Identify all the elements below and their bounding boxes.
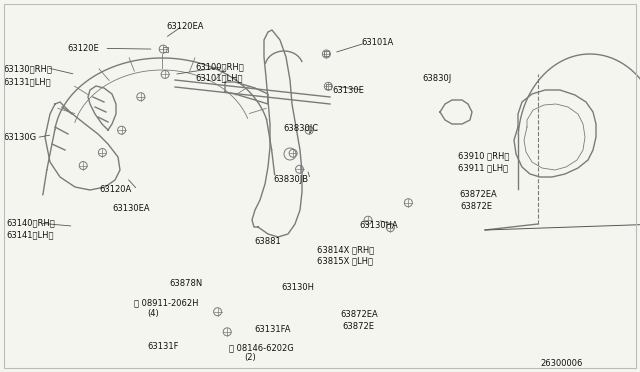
Text: 63872EA: 63872EA [340,310,378,319]
Text: 63830JB: 63830JB [273,175,308,184]
Text: 63878N: 63878N [170,279,203,288]
Text: 63872EA: 63872EA [460,190,497,199]
Text: 63814X 〈RH〉: 63814X 〈RH〉 [317,246,374,254]
Text: (4): (4) [147,309,159,318]
Text: 63101A: 63101A [362,38,394,47]
Text: 63130G: 63130G [3,133,36,142]
Text: 63130EA: 63130EA [112,204,150,213]
Text: 63131〈LH〉: 63131〈LH〉 [3,77,51,86]
Text: 63911 〈LH〉: 63911 〈LH〉 [458,164,508,173]
Text: (2): (2) [244,353,256,362]
Text: 63120E: 63120E [67,44,99,53]
Text: 63815X 〈LH〉: 63815X 〈LH〉 [317,257,372,266]
Bar [326,84,331,89]
Text: 63830J: 63830J [422,74,452,83]
Text: 63130〈RH〉: 63130〈RH〉 [3,64,52,73]
Text: 63830JC: 63830JC [283,124,318,133]
Text: 63131F: 63131F [147,342,179,351]
Text: 63130E: 63130E [333,86,365,94]
Text: 63100〈RH〉: 63100〈RH〉 [195,62,244,71]
Text: 63872E: 63872E [342,322,374,331]
Text: 63120EA: 63120EA [166,22,204,31]
Text: 63131FA: 63131FA [255,325,291,334]
Text: Ⓝ 08911-2062H: Ⓝ 08911-2062H [134,299,199,308]
Text: 63130H: 63130H [282,283,315,292]
Bar [324,51,329,57]
Text: 26300006: 26300006 [541,359,583,368]
Text: Ⓑ 08146-6202G: Ⓑ 08146-6202G [229,343,294,352]
Text: 63101〈LH〉: 63101〈LH〉 [195,74,243,83]
Text: 63140〈RH〉: 63140〈RH〉 [6,219,55,228]
Text: 63872E: 63872E [461,202,493,211]
Text: 63130HA: 63130HA [360,221,399,230]
Bar [163,46,168,52]
Text: 63141〈LH〉: 63141〈LH〉 [6,231,54,240]
Text: 63881: 63881 [255,237,282,246]
Text: 63120A: 63120A [99,185,131,194]
Text: 63910 〈RH〉: 63910 〈RH〉 [458,152,509,161]
